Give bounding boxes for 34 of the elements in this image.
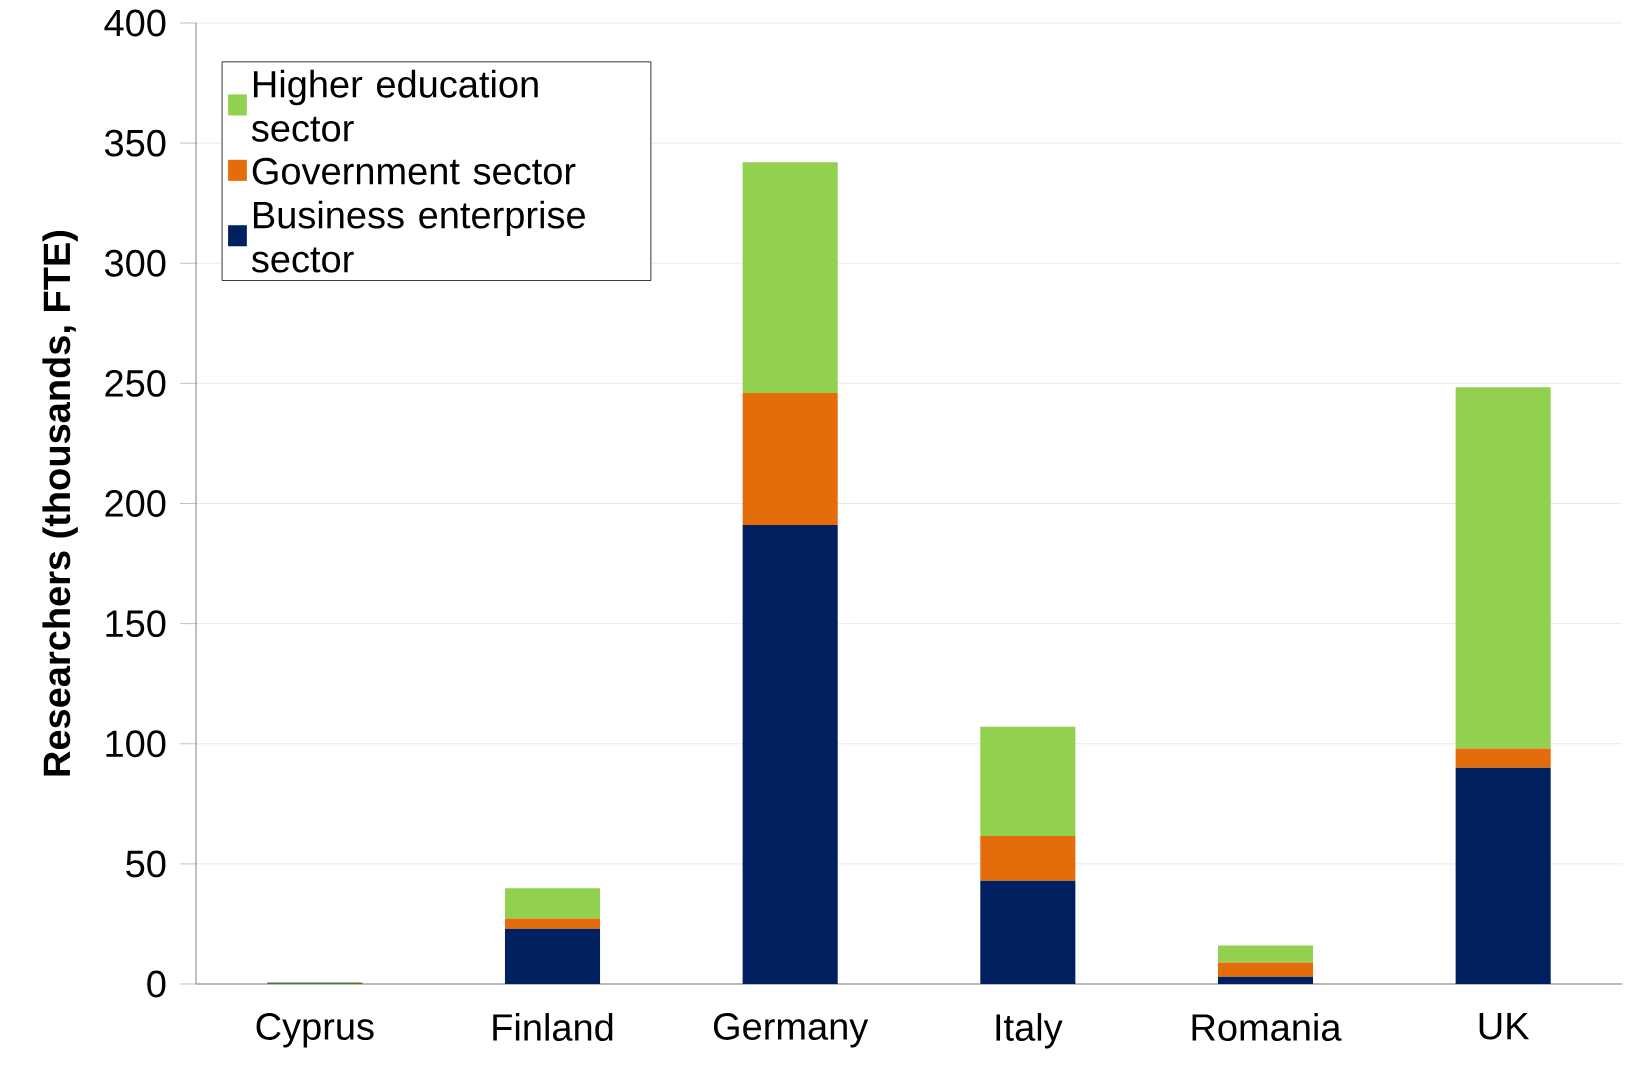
y-tick-label: 150 [106, 610, 166, 638]
y-tick-label: 350 [104, 129, 166, 157]
bar [742, 392, 838, 526]
bar [980, 836, 1076, 881]
bar [742, 162, 838, 393]
bar [980, 726, 1076, 837]
y-tick-label: 50 [126, 850, 166, 878]
bar [980, 880, 1076, 984]
bar [504, 888, 601, 919]
x-tick-label: Finland [493, 1013, 613, 1041]
bar [1455, 767, 1551, 984]
bar [1217, 945, 1314, 963]
y-tick-label: 250 [105, 369, 166, 397]
bar [1217, 976, 1314, 984]
bar [742, 525, 838, 984]
legend-label: Higher education sector [251, 69, 538, 142]
legend-label: Business enterprise sector [251, 200, 585, 273]
bar [504, 918, 601, 929]
x-tick-label: Romania [1192, 1013, 1342, 1041]
bar [1455, 387, 1551, 749]
legend-label: Government sector [252, 157, 576, 185]
x-tick-label: Germany [713, 1013, 869, 1048]
x-tick-label: UK [1479, 1013, 1530, 1040]
x-tick-label: Italy [996, 1013, 1063, 1049]
bar [504, 928, 601, 984]
y-tick-label: 0 [147, 970, 166, 998]
y-tick-label: 100 [106, 730, 166, 758]
y-tick-label: 300 [104, 249, 166, 277]
y-tick-label: 200 [105, 490, 166, 517]
y-axis-title: Researchers (thousands, FTE) [42, 230, 78, 776]
x-tick-label: Cyprus [256, 1013, 374, 1048]
y-tick-label: 400 [104, 9, 166, 37]
bar [1217, 962, 1314, 977]
bar [1455, 748, 1551, 768]
